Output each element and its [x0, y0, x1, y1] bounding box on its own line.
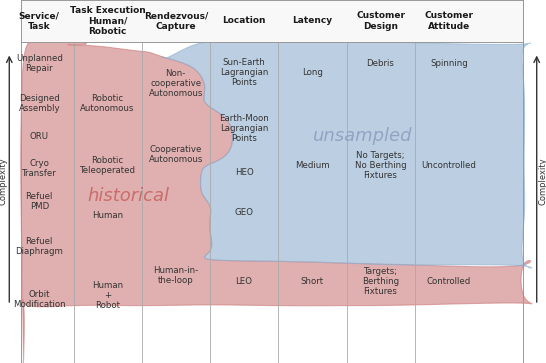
Text: Earth-Moon
Lagrangian
Points: Earth-Moon Lagrangian Points	[219, 114, 269, 143]
Text: Human: Human	[92, 212, 123, 220]
Text: Uncontrolled: Uncontrolled	[422, 161, 476, 170]
Text: Long: Long	[302, 68, 323, 77]
Text: Rendezvous/
Capture: Rendezvous/ Capture	[144, 11, 208, 30]
Text: Robotic
Autonomous: Robotic Autonomous	[80, 94, 135, 113]
Text: Sun-Earth
Lagrangian
Points: Sun-Earth Lagrangian Points	[220, 58, 268, 87]
Text: Human
+
Robot: Human + Robot	[92, 281, 123, 310]
Text: Service/
Task: Service/ Task	[19, 11, 60, 30]
Text: Designed
Assembly: Designed Assembly	[19, 94, 60, 113]
Text: HEO: HEO	[235, 168, 253, 177]
Text: Medium: Medium	[295, 161, 330, 170]
Text: Robotic
Teleoperated: Robotic Teleoperated	[80, 156, 135, 175]
Text: Short: Short	[301, 277, 324, 286]
Text: Orbit
Modification: Orbit Modification	[13, 290, 66, 309]
Text: No Targets;
No Berthing
Fixtures: No Targets; No Berthing Fixtures	[355, 151, 406, 180]
Text: Refuel
PMD: Refuel PMD	[26, 192, 53, 211]
Text: Customer
Attitude: Customer Attitude	[424, 11, 473, 30]
Text: LEO: LEO	[235, 277, 253, 286]
Text: unsampled: unsampled	[313, 127, 413, 145]
Text: Spinning: Spinning	[430, 59, 468, 68]
Text: Complexity: Complexity	[0, 158, 8, 205]
Text: GEO: GEO	[235, 208, 253, 217]
Text: Human-in-
the-loop: Human-in- the-loop	[153, 266, 198, 285]
Text: Non-
cooperative
Autonomous: Non- cooperative Autonomous	[149, 69, 203, 98]
Text: Location: Location	[222, 16, 266, 25]
FancyBboxPatch shape	[21, 0, 523, 42]
Text: Task Execution
Human/
Robotic: Task Execution Human/ Robotic	[70, 6, 145, 36]
Text: Complexity: Complexity	[538, 158, 546, 205]
Text: Cooperative
Autonomous: Cooperative Autonomous	[149, 145, 203, 164]
Text: Targets;
Berthing
Fixtures: Targets; Berthing Fixtures	[362, 267, 399, 296]
Text: Debris: Debris	[366, 59, 395, 68]
Text: Customer
Design: Customer Design	[356, 11, 405, 30]
Text: Controlled: Controlled	[426, 277, 471, 286]
Text: Cryo
Transfer: Cryo Transfer	[22, 159, 57, 178]
Text: Refuel
Diaphragm: Refuel Diaphragm	[15, 237, 63, 256]
Text: ORU: ORU	[29, 132, 49, 140]
Polygon shape	[21, 38, 532, 363]
Polygon shape	[161, 40, 532, 268]
Text: Unplanned
Repair: Unplanned Repair	[16, 54, 63, 73]
Text: historical: historical	[87, 187, 169, 205]
Text: Latency: Latency	[292, 16, 333, 25]
